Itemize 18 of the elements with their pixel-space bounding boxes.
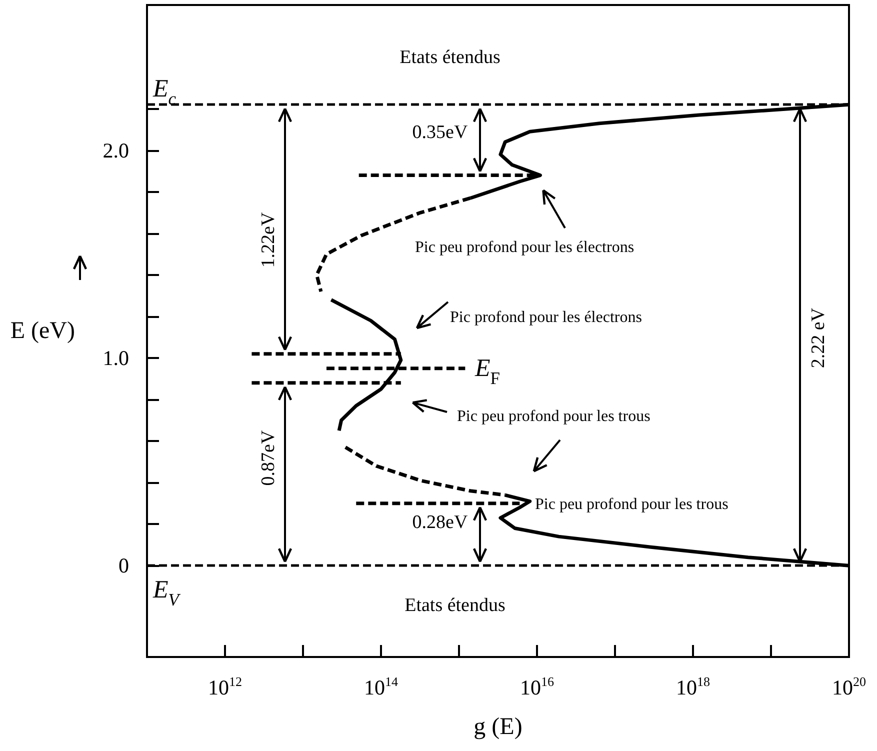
annotation: Etats étendus bbox=[404, 594, 506, 616]
annotation: Pic peu profond pour les électrons bbox=[415, 238, 634, 256]
annotation: 1.22eV bbox=[258, 212, 278, 268]
y-tick-label: 1.0 bbox=[102, 346, 129, 370]
annotation: 0.87eV bbox=[258, 430, 278, 486]
annotation: Etats étendus bbox=[400, 46, 500, 68]
y-tick-label: 0 bbox=[118, 554, 129, 578]
annotation: Pic peu profond pour les trous bbox=[457, 408, 650, 424]
annotation: 0.35eV bbox=[412, 122, 468, 142]
annotation: 0.28eV bbox=[412, 512, 468, 532]
x-axis-title: g (E) bbox=[474, 714, 522, 740]
ref-line-label: E$_{V}$ bbox=[152, 576, 182, 610]
annotation: Pic peu profond pour les trous bbox=[535, 496, 728, 512]
y-axis-title: E (eV) bbox=[10, 318, 75, 344]
annotation: 2.22 eV bbox=[808, 308, 828, 368]
annotation: Pic profond pour les électrons bbox=[450, 308, 642, 326]
y-tick-label: 2.0 bbox=[102, 138, 129, 162]
annotation: E$_{F}$ bbox=[474, 354, 500, 388]
